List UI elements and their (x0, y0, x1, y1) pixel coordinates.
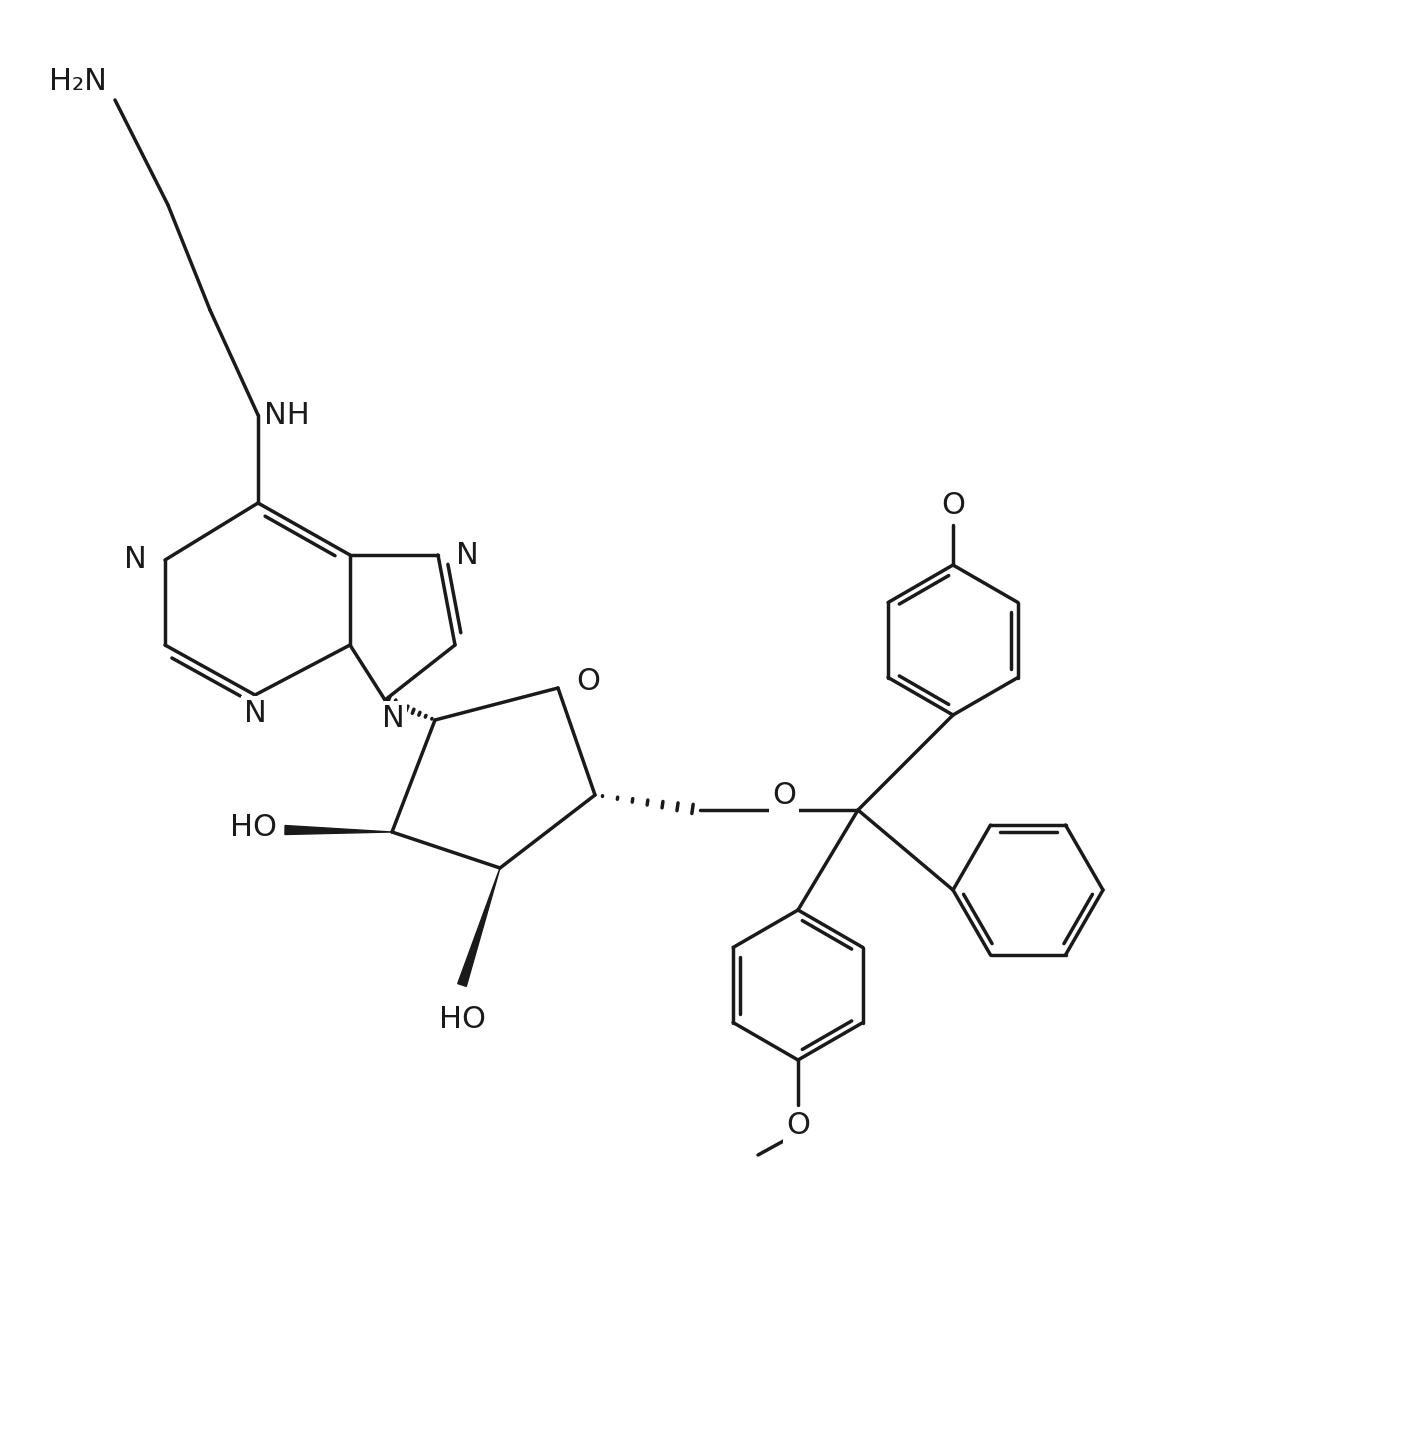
Text: HO: HO (229, 814, 278, 843)
Text: N: N (456, 540, 479, 570)
Text: O: O (576, 668, 600, 696)
Text: NH: NH (263, 401, 310, 429)
Text: N: N (125, 546, 147, 574)
Text: H₂N: H₂N (50, 67, 108, 96)
Polygon shape (285, 826, 392, 834)
Text: O: O (772, 781, 796, 810)
Text: O: O (786, 1110, 810, 1140)
Text: HO: HO (439, 1005, 486, 1034)
Text: N: N (382, 704, 405, 732)
Polygon shape (457, 867, 500, 987)
Text: O: O (942, 491, 964, 520)
Text: N: N (244, 699, 266, 728)
